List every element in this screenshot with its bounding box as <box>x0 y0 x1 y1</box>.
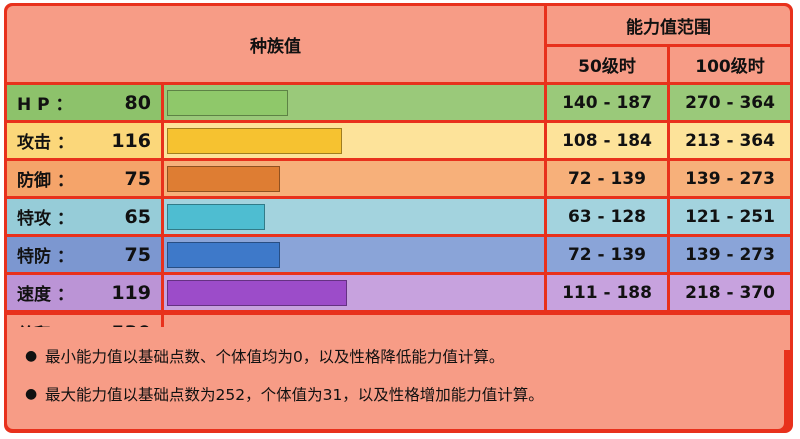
range-level100: 218 - 370 <box>670 275 790 310</box>
range-level50-text: 108 - 184 <box>562 130 652 151</box>
stat-label: 攻击 ： <box>7 123 87 158</box>
stat-label-text: 特攻 ： <box>17 209 74 229</box>
range-level100: 213 - 364 <box>670 123 790 158</box>
stat-value: 80 <box>87 85 161 120</box>
stat-bar-track <box>164 85 544 120</box>
range-level100-text: 139 - 273 <box>685 244 775 265</box>
stat-value-text: 75 <box>124 167 151 190</box>
stat-label: 特攻 ： <box>7 199 87 234</box>
stat-value: 119 <box>87 275 161 310</box>
range-level100-text: 213 - 364 <box>685 130 775 151</box>
stat-value: 116 <box>87 123 161 158</box>
note-max: ● 最大能力值以基础点数为252，个体值为31，以及性格增加能力值计算。 <box>25 375 784 413</box>
note-max-text: 最大能力值以基础点数为252，个体值为31，以及性格增加能力值计算。 <box>45 386 544 404</box>
level50-header-label: 50级时 <box>578 57 636 77</box>
stat-value-text: 80 <box>124 91 151 114</box>
range-level50: 111 - 188 <box>547 275 667 310</box>
bullet-icon: ● <box>25 386 38 402</box>
stat-bar <box>167 204 265 230</box>
range-level50: 72 - 139 <box>547 161 667 196</box>
stat-bar <box>167 128 342 154</box>
stat-bar-track <box>164 275 544 310</box>
range-level100: 139 - 273 <box>670 161 790 196</box>
stat-bar-track <box>164 237 544 272</box>
range-level100: 121 - 251 <box>670 199 790 234</box>
level50-header: 50级时 <box>547 47 667 82</box>
stat-label-text: 攻击 ： <box>17 133 74 153</box>
stat-label: 防御 ： <box>7 161 87 196</box>
base-stats-header-label: 种族值 <box>250 36 301 57</box>
stat-bar <box>167 166 280 192</box>
range-level50: 72 - 139 <box>547 237 667 272</box>
range-level50: 108 - 184 <box>547 123 667 158</box>
stat-value: 65 <box>87 199 161 234</box>
stat-bar <box>167 242 280 268</box>
stat-range-header-label: 能力值范围 <box>626 17 711 38</box>
range-level50-text: 140 - 187 <box>562 92 652 113</box>
stat-value-text: 116 <box>111 129 151 152</box>
range-level50-text: 111 - 188 <box>562 282 652 303</box>
stat-value-text: 119 <box>111 281 151 304</box>
stat-bar-track <box>164 199 544 234</box>
stat-label-text: H P ： <box>17 95 73 115</box>
stat-label-text: 防御 ： <box>17 171 74 191</box>
stat-bar <box>167 90 288 116</box>
stat-label-text: 速度 ： <box>17 285 74 305</box>
stat-value: 75 <box>87 161 161 196</box>
stat-bar <box>167 280 347 306</box>
range-level100-text: 270 - 364 <box>685 92 775 113</box>
note-min-text: 最小能力值以基础点数、个体值均为0，以及性格降低能力值计算。 <box>45 348 505 366</box>
base-stats-header: 种族值 <box>7 6 544 82</box>
stat-value-text: 75 <box>124 243 151 266</box>
stat-label-text: 特防 ： <box>17 247 74 267</box>
range-level50: 63 - 128 <box>547 199 667 234</box>
range-level100: 139 - 273 <box>670 237 790 272</box>
range-level100-text: 121 - 251 <box>685 206 775 227</box>
stat-bar-track <box>164 161 544 196</box>
range-level50: 140 - 187 <box>547 85 667 120</box>
level100-header-label: 100级时 <box>695 57 765 77</box>
stat-range-header: 能力值范围 <box>547 6 790 44</box>
range-level50-text: 72 - 139 <box>567 244 647 265</box>
stat-label: 特防 ： <box>7 237 87 272</box>
stats-table: 种族值 能力值范围 50级时 100级时 H P ： 80 140 - 187 270… <box>4 3 793 433</box>
range-level50-text: 63 - 128 <box>567 206 647 227</box>
notes-panel: ● 最小能力值以基础点数、个体值均为0，以及性格降低能力值计算。 ● 最大能力值… <box>7 327 784 429</box>
stat-bar-track <box>164 123 544 158</box>
note-min: ● 最小能力值以基础点数、个体值均为0，以及性格降低能力值计算。 <box>25 337 784 375</box>
stat-label: H P ： <box>7 85 87 120</box>
stat-label: 速度 ： <box>7 275 87 310</box>
range-level100-text: 218 - 370 <box>685 282 775 303</box>
stat-value-text: 65 <box>124 205 151 228</box>
stat-value: 75 <box>87 237 161 272</box>
bullet-icon: ● <box>25 348 38 364</box>
level100-header: 100级时 <box>670 47 790 82</box>
range-level100: 270 - 364 <box>670 85 790 120</box>
range-level100-text: 139 - 273 <box>685 168 775 189</box>
range-level50-text: 72 - 139 <box>567 168 647 189</box>
